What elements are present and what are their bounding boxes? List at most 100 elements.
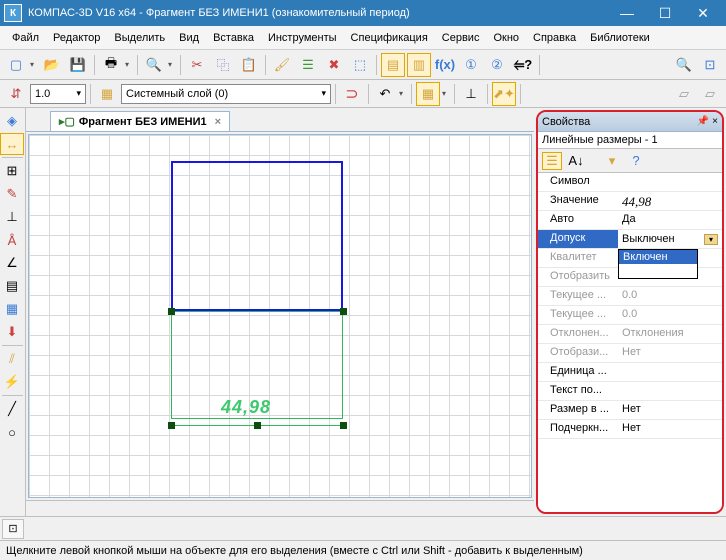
drawing-canvas[interactable]: 44,98 <box>28 134 532 498</box>
sort-button[interactable]: A↓ <box>566 152 586 170</box>
dropdown-arrow-icon[interactable]: ▾ <box>704 234 718 245</box>
grid-button[interactable]: ▦ <box>416 82 440 106</box>
circle2-button[interactable]: ② <box>485 53 509 77</box>
grid-tool[interactable]: ⊞ <box>0 160 24 182</box>
segment-tool[interactable]: ╱ <box>0 398 24 420</box>
menu-service[interactable]: Сервис <box>436 29 486 47</box>
edit-tool[interactable]: ✎ <box>0 183 24 205</box>
document-tab[interactable]: ▸▢ Фрагмент БЕЗ ИМЕНИ1 × <box>50 111 230 131</box>
menu-select[interactable]: Выделить <box>108 29 171 47</box>
menu-view[interactable]: Вид <box>173 29 205 47</box>
menu-window[interactable]: Окно <box>487 29 525 47</box>
circle1-button[interactable]: ① <box>459 53 483 77</box>
report-tool[interactable]: ▦ <box>0 298 24 320</box>
help-arrow-button[interactable]: ⥢? <box>511 53 535 77</box>
menu-spec[interactable]: Спецификация <box>345 29 434 47</box>
close-button[interactable]: ✕ <box>684 0 722 26</box>
handle-br[interactable] <box>340 422 347 429</box>
grid-dropdown[interactable]: ▾ <box>442 89 450 98</box>
view2-button[interactable]: ▱ <box>698 82 722 106</box>
horizontal-scrollbar[interactable] <box>26 500 534 516</box>
circle-tool[interactable]: ○ <box>0 421 24 443</box>
preview-dropdown[interactable]: ▾ <box>168 60 176 69</box>
properties-header[interactable]: Свойства 📌 × <box>538 112 722 132</box>
property-row-12[interactable]: Размер в ...Нет <box>538 401 722 420</box>
handle-bm[interactable] <box>254 422 261 429</box>
fx-button[interactable]: f(x) <box>433 53 457 77</box>
variables-button[interactable]: ⬚ <box>348 53 372 77</box>
property-row-6[interactable]: Текущее ...0.0 <box>538 287 722 306</box>
menu-libs[interactable]: Библиотеки <box>584 29 656 47</box>
spec2-button[interactable]: ▥ <box>407 53 431 77</box>
property-row-3[interactable]: ДопускВыключен▾ВключенВыключен <box>538 230 722 249</box>
dimension-tool[interactable]: ↔ <box>0 133 24 155</box>
categorize-button[interactable]: ☰ <box>542 152 562 170</box>
help-button[interactable]: ? <box>626 152 646 170</box>
properties-button[interactable]: ☰ <box>296 53 320 77</box>
menu-editor[interactable]: Редактор <box>47 29 106 47</box>
menu-file[interactable]: Файл <box>6 29 45 47</box>
dimension-text[interactable]: 44,98 <box>221 397 271 418</box>
dropdown-option[interactable]: Включен <box>619 250 697 264</box>
property-row-0[interactable]: Символ <box>538 173 722 192</box>
geometry-tool[interactable]: ◈ <box>0 110 24 132</box>
tab-close-button[interactable]: × <box>215 116 221 128</box>
print-button[interactable]: 🖶 <box>99 53 123 77</box>
property-row-13[interactable]: Подчеркн...Нет <box>538 420 722 439</box>
minimize-button[interactable]: — <box>608 0 646 26</box>
layer-combo[interactable]: Системный слой (0)▾ <box>121 84 331 104</box>
handle-bl[interactable] <box>168 422 175 429</box>
print-dropdown[interactable]: ▾ <box>125 60 133 69</box>
dropdown-list[interactable]: ВключенВыключен <box>618 249 698 279</box>
round-button[interactable]: ⬈✦ <box>492 82 516 106</box>
view1-button[interactable]: ▱ <box>672 82 696 106</box>
copy-button[interactable]: ⿻ <box>211 53 235 77</box>
preview-button[interactable]: 🔍 <box>142 53 166 77</box>
measure-tool[interactable]: Å <box>0 229 24 251</box>
cut-button[interactable]: ✂ <box>185 53 209 77</box>
open-button[interactable]: 📂 <box>40 53 64 77</box>
insert-tool[interactable]: ⬇ <box>0 321 24 343</box>
blue-rectangle[interactable] <box>171 161 343 311</box>
menu-help[interactable]: Справка <box>527 29 582 47</box>
filter-button[interactable]: ▾ <box>602 152 622 170</box>
cancel-button[interactable]: ✖ <box>322 53 346 77</box>
line-tool[interactable]: ∠ <box>0 252 24 274</box>
handle-tr[interactable] <box>340 308 347 315</box>
menu-insert[interactable]: Вставка <box>207 29 260 47</box>
spec1-button[interactable]: ▤ <box>381 53 405 77</box>
param-tool[interactable]: ⊥ <box>0 206 24 228</box>
prop-label: Текущее ... <box>538 306 618 324</box>
paste-button[interactable]: 📋 <box>237 53 261 77</box>
layers-button[interactable]: ▦ <box>95 82 119 106</box>
property-row-11[interactable]: Текст по... <box>538 382 722 401</box>
brush-button[interactable]: 🖌 <box>270 53 294 77</box>
spec-tool[interactable]: ▤ <box>0 275 24 297</box>
zoom-fit-button[interactable]: ⊡ <box>698 53 722 77</box>
undo-button[interactable]: ↶ <box>373 82 397 106</box>
prop-label: Отклонен... <box>538 325 618 343</box>
property-row-2[interactable]: АвтоДа <box>538 211 722 230</box>
current-state-button[interactable]: ⇵ <box>4 82 28 106</box>
pin-icon[interactable]: 📌 × <box>697 116 718 127</box>
menu-tools[interactable]: Инструменты <box>262 29 343 47</box>
handle-tl[interactable] <box>168 308 175 315</box>
undo-dropdown[interactable]: ▾ <box>399 89 407 98</box>
save-button[interactable]: 💾 <box>66 53 90 77</box>
hatch-tool[interactable]: ⫽ <box>0 348 24 370</box>
scale-combo[interactable]: 1.0▾ <box>30 84 86 104</box>
property-row-7[interactable]: Текущее ...0.0 <box>538 306 722 325</box>
new-button[interactable]: ▢ <box>4 53 28 77</box>
dropdown-option[interactable]: Выключен <box>619 264 697 278</box>
panel-btn-1[interactable]: ⊡ <box>2 519 24 539</box>
snap-button[interactable]: ⊃ <box>340 82 364 106</box>
maximize-button[interactable]: ☐ <box>646 0 684 26</box>
property-row-1[interactable]: Значение44,98 <box>538 192 722 211</box>
property-row-10[interactable]: Единица ... <box>538 363 722 382</box>
property-row-8[interactable]: Отклонен...Отклонения <box>538 325 722 344</box>
property-row-9[interactable]: Отобрази...Нет <box>538 344 722 363</box>
zoom-in-button[interactable]: 🔍 <box>672 53 696 77</box>
ortho-button[interactable]: ⊥ <box>459 82 483 106</box>
flash-tool[interactable]: ⚡ <box>0 371 24 393</box>
new-dropdown[interactable]: ▾ <box>30 60 38 69</box>
